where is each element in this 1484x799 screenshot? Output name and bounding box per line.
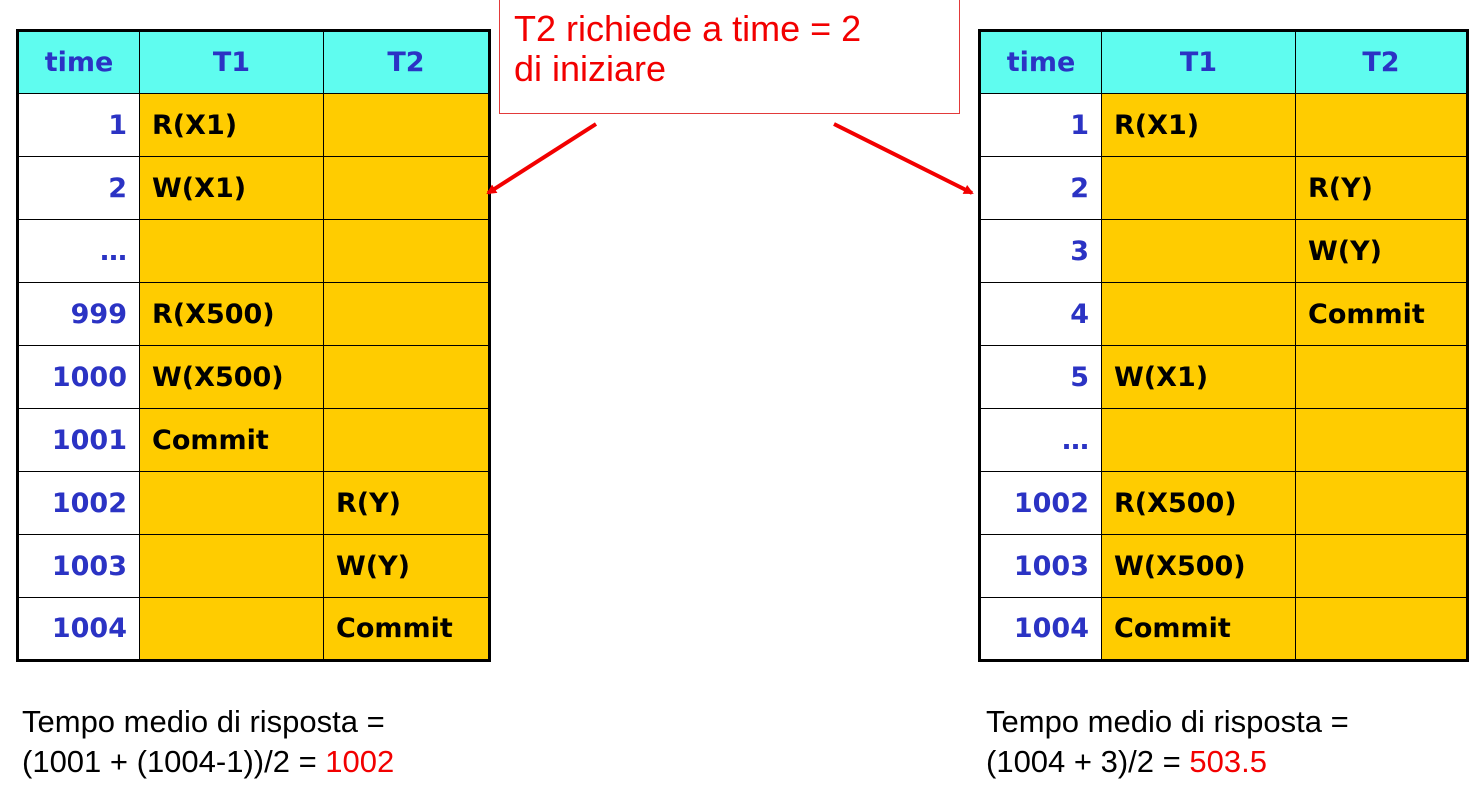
t2-cell: Commit: [323, 597, 490, 661]
time-cell: 1: [979, 93, 1102, 157]
t1-cell: W(X1): [1101, 345, 1296, 409]
t2-cell: [323, 156, 490, 220]
t1-cell: [1101, 156, 1296, 220]
t1-cell: [139, 534, 324, 598]
t1-cell: [1101, 219, 1296, 283]
time-cell: 3: [979, 219, 1102, 283]
table-row: …: [17, 219, 490, 283]
table-row: 1004 Commit: [17, 597, 490, 661]
formula-label: Tempo medio di risposta =: [22, 704, 385, 739]
t1-cell: R(X1): [1101, 93, 1296, 157]
table-row: 2 R(Y): [979, 156, 1468, 220]
t1-cell: W(X500): [139, 345, 324, 409]
t2-cell: [1295, 534, 1468, 598]
t2-cell: [323, 219, 490, 283]
formula-expression: (1004 + 3)/2 = 503.5: [986, 742, 1349, 782]
t1-cell: [139, 471, 324, 535]
t1-cell: R(X500): [1101, 471, 1296, 535]
t2-cell: W(Y): [323, 534, 490, 598]
t1-cell: R(X500): [139, 282, 324, 346]
t1-cell: [1101, 282, 1296, 346]
formula-expression: (1001 + (1004-1))/2 = 1002: [22, 742, 394, 782]
time-cell: …: [17, 219, 140, 283]
formula-label: Tempo medio di risposta =: [986, 704, 1349, 739]
table-row: 4 Commit: [979, 282, 1468, 346]
right-table-body: 1 R(X1) 2 R(Y) 3 W(Y) 4 Commit 5 W(X1)… 1002 R(X500…: [979, 93, 1468, 661]
table-row: 1000 W(X500): [17, 345, 490, 409]
formula-result: 503.5: [1189, 744, 1267, 779]
time-cell: 999: [17, 282, 140, 346]
table-row: 1004 Commit: [979, 597, 1468, 661]
t1-cell: [139, 597, 324, 661]
right-schedule-table: time T1 T2 1 R(X1) 2 R(Y) 3 W(Y) 4 Commit 5 W(X1)…: [978, 29, 1469, 662]
table-row: 3 W(Y): [979, 219, 1468, 283]
table-row: 1003 W(Y): [17, 534, 490, 598]
header-t1: T1: [1101, 30, 1296, 94]
t1-cell: Commit: [1101, 597, 1296, 661]
time-cell: 2: [17, 156, 140, 220]
time-cell: 1001: [17, 408, 140, 472]
time-cell: 1004: [979, 597, 1102, 661]
t2-cell: [1295, 408, 1468, 472]
table-row: 1003 W(X500): [979, 534, 1468, 598]
table-row: 5 W(X1): [979, 345, 1468, 409]
t2-cell: [1295, 471, 1468, 535]
formula-result: 1002: [325, 744, 395, 779]
formula-expression-text: (1001 + (1004-1))/2 =: [22, 744, 326, 779]
t2-cell: [323, 408, 490, 472]
left-formula: Tempo medio di risposta = (1001 + (1004-…: [22, 702, 394, 782]
t2-cell: [1295, 597, 1468, 661]
time-cell: 1004: [17, 597, 140, 661]
table-row: 1002 R(X500): [979, 471, 1468, 535]
table-row: 2 W(X1): [17, 156, 490, 220]
header-t2: T2: [323, 30, 490, 94]
table-header-row: time T1 T2: [17, 30, 490, 94]
t2-cell: W(Y): [1295, 219, 1468, 283]
table-row: 1002 R(Y): [17, 471, 490, 535]
table-row: 1 R(X1): [17, 93, 490, 157]
t2-cell: Commit: [1295, 282, 1468, 346]
t2-cell: R(Y): [1295, 156, 1468, 220]
t2-cell: R(Y): [323, 471, 490, 535]
time-cell: 1002: [979, 471, 1102, 535]
t1-cell: Commit: [139, 408, 324, 472]
time-cell: 1: [17, 93, 140, 157]
time-cell: 4: [979, 282, 1102, 346]
right-formula: Tempo medio di risposta = (1004 + 3)/2 =…: [986, 702, 1349, 782]
t1-cell: [139, 219, 324, 283]
t1-cell: R(X1): [139, 93, 324, 157]
left-table-body: 1 R(X1) 2 W(X1)… 999 R(X500) 1000 W(X500) 1001 Co…: [17, 93, 490, 661]
t2-cell: [323, 93, 490, 157]
header-t2: T2: [1295, 30, 1468, 94]
time-cell: 2: [979, 156, 1102, 220]
callout-box: T2 richiede a time = 2 di iniziare: [499, 0, 960, 114]
formula-expression-text: (1004 + 3)/2 =: [986, 744, 1190, 779]
left-schedule-table: time T1 T2 1 R(X1) 2 W(X1)… 999 R(X500) 1000 W(…: [16, 29, 491, 662]
time-cell: 1002: [17, 471, 140, 535]
t1-cell: W(X1): [139, 156, 324, 220]
t2-cell: [323, 345, 490, 409]
time-cell: …: [979, 408, 1102, 472]
time-cell: 1003: [979, 534, 1102, 598]
time-cell: 5: [979, 345, 1102, 409]
table-row: 999 R(X500): [17, 282, 490, 346]
header-time: time: [979, 30, 1102, 94]
t2-cell: [1295, 345, 1468, 409]
callout-line-1: T2 richiede a time = 2: [514, 8, 862, 49]
header-t1: T1: [139, 30, 324, 94]
t2-cell: [1295, 93, 1468, 157]
t1-cell: W(X500): [1101, 534, 1296, 598]
arrow-right: [833, 122, 974, 195]
table-row: 1001 Commit: [17, 408, 490, 472]
callout-line-2: di iniziare: [514, 48, 667, 89]
t2-cell: [323, 282, 490, 346]
table-row: …: [979, 408, 1468, 472]
table-row: 1 R(X1): [979, 93, 1468, 157]
time-cell: 1003: [17, 534, 140, 598]
arrow-left: [486, 122, 598, 195]
table-header-row: time T1 T2: [979, 30, 1468, 94]
t1-cell: [1101, 408, 1296, 472]
